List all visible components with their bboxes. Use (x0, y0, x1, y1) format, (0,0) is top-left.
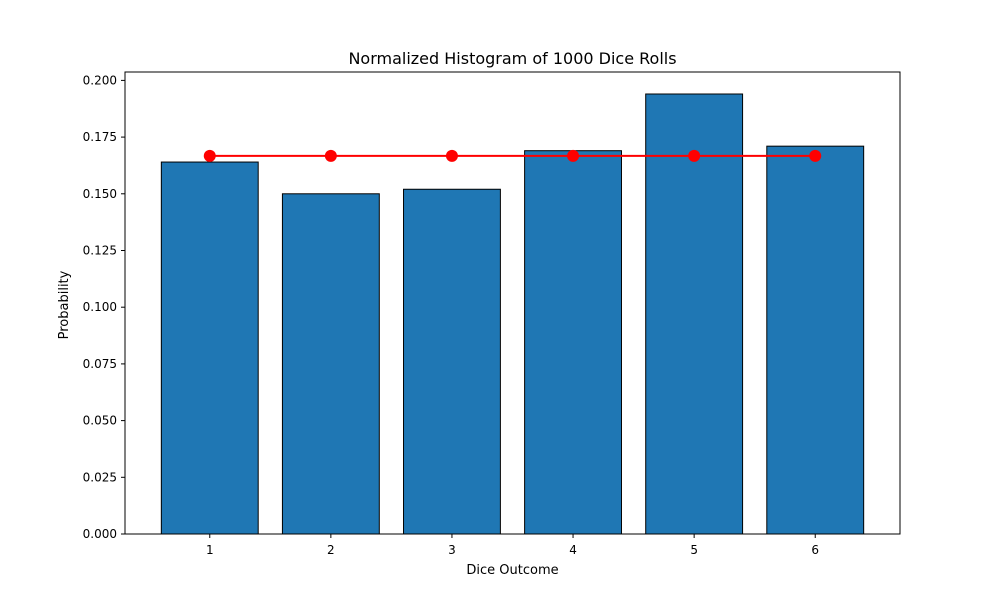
reference-point-3 (445, 149, 458, 162)
x-tick-label: 1 (206, 543, 214, 557)
y-tick-label: 0.100 (83, 300, 117, 314)
plot-frame (124, 71, 901, 535)
ticks-layer: 1 2 3 4 5 6 0.000 0.025 0.050 0.075 0.100 0.125 0.15… (83, 73, 819, 557)
x-tick-label: 6 (811, 543, 819, 557)
axes-layer (124, 71, 901, 535)
bar-2 (281, 193, 380, 535)
y-tick-label: 0.175 (83, 130, 117, 144)
bar-6 (766, 145, 865, 535)
y-tick-label: 0.000 (83, 527, 117, 541)
bar-4 (524, 150, 622, 535)
y-tick-label: 0.200 (83, 73, 117, 87)
x-axis-label: Dice Outcome (466, 563, 558, 578)
y-tick-label: 0.150 (83, 187, 117, 201)
bar-3 (403, 188, 501, 535)
x-tick-label: 4 (569, 543, 577, 557)
bar-5 (645, 93, 744, 535)
bars-layer (160, 93, 865, 535)
y-tick-label: 0.025 (83, 470, 117, 484)
y-tick-label: 0.125 (83, 243, 117, 257)
x-tick-label: 3 (448, 543, 456, 557)
x-tick-label: 5 (690, 543, 698, 557)
reference-point-1 (203, 149, 216, 162)
bar-1 (160, 161, 259, 535)
y-tick-label: 0.075 (83, 357, 117, 371)
y-axis-label: Probability (57, 270, 72, 339)
y-tick-label: 0.050 (83, 414, 117, 428)
reference-point-4 (567, 149, 580, 162)
reference-point-6 (809, 149, 822, 162)
reference-point-5 (688, 149, 701, 162)
reference-line-layer (203, 149, 822, 162)
chart-title: Normalized Histogram of 1000 Dice Rolls (348, 49, 676, 68)
x-tick-label: 2 (327, 543, 335, 557)
reference-point-2 (324, 149, 337, 162)
